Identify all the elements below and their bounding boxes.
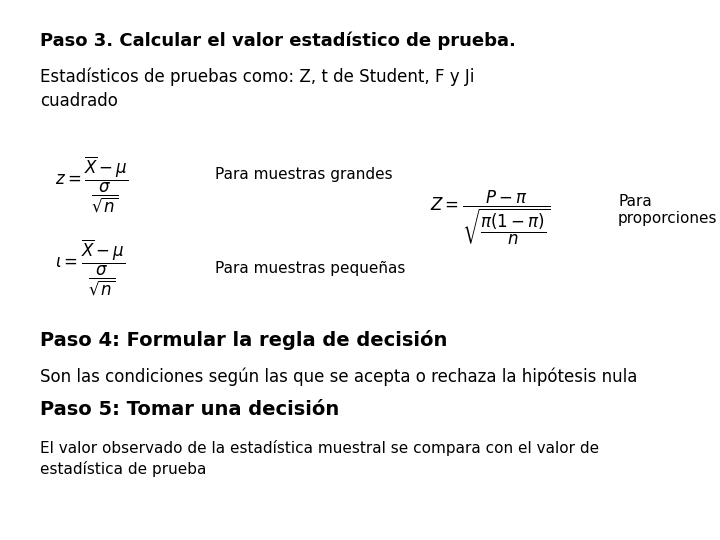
Text: Paso 4: Formular la regla de decisión: Paso 4: Formular la regla de decisión (40, 330, 447, 350)
Text: Paso 3. Calcular el valor estadístico de prueba.: Paso 3. Calcular el valor estadístico de… (40, 32, 516, 51)
Text: $Z = \dfrac{P - \pi}{\sqrt{\dfrac{\pi(1-\pi)}{n}}}$: $Z = \dfrac{P - \pi}{\sqrt{\dfrac{\pi(1-… (430, 188, 551, 247)
Text: $z = \dfrac{\overline{X} - \mu}{\dfrac{\sigma}{\sqrt{n}}}$: $z = \dfrac{\overline{X} - \mu}{\dfrac{\… (55, 155, 129, 215)
Text: $\iota = \dfrac{\overline{X} - \mu}{\dfrac{\sigma}{\sqrt{n}}}$: $\iota = \dfrac{\overline{X} - \mu}{\dfr… (55, 238, 125, 298)
Text: Son las condiciones según las que se acepta o rechaza la hipótesis nula: Son las condiciones según las que se ace… (40, 368, 637, 387)
Text: Para muestras grandes: Para muestras grandes (215, 167, 392, 183)
Text: Paso 5: Tomar una decisión: Paso 5: Tomar una decisión (40, 400, 339, 419)
Text: Para
proporciones: Para proporciones (618, 194, 718, 226)
Text: Para muestras pequeñas: Para muestras pequeñas (215, 260, 405, 275)
Text: Estadísticos de pruebas como: Z, t de Student, F y Ji
cuadrado: Estadísticos de pruebas como: Z, t de St… (40, 68, 474, 110)
Text: El valor observado de la estadística muestral se compara con el valor de
estadís: El valor observado de la estadística mue… (40, 440, 599, 477)
